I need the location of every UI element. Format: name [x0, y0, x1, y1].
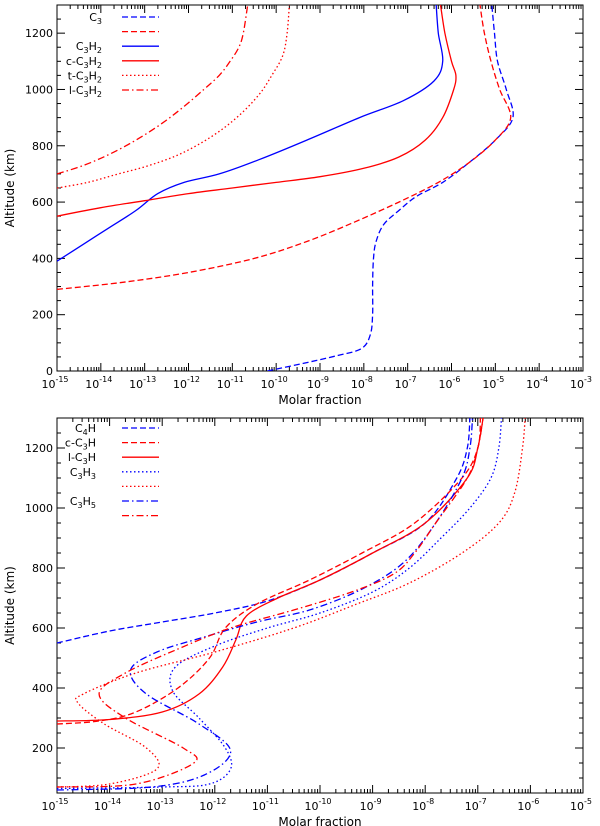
legend-label: l-C3H2: [69, 84, 102, 99]
x-tick-label: 10-13: [129, 375, 156, 391]
y-tick-label: 400: [32, 682, 53, 695]
x-tick-label: 10-15: [41, 375, 68, 391]
series-line-c3: [267, 5, 514, 371]
x-tick-label: 10-3: [570, 375, 592, 391]
x-tick-label: 10-7: [395, 375, 417, 391]
series-line-c-c3h: [57, 418, 482, 725]
series-line-c3h3: [57, 418, 503, 790]
x-tick-label: 10-5: [482, 375, 504, 391]
x-tick-label: 10-4: [526, 375, 548, 391]
x-tick-label: 10-15: [41, 797, 68, 813]
x-tick-label: 10-10: [261, 375, 288, 391]
series-line-t-c3h2: [57, 5, 290, 189]
x-tick-label: 10-11: [252, 797, 279, 813]
x-tick-label: 10-14: [94, 797, 121, 813]
x-tick-label: 10-12: [199, 797, 226, 813]
y-tick-label: 1000: [25, 502, 53, 515]
y-tick-label: 600: [32, 196, 53, 209]
bottom-chart: 10-15 10-14 10-13 10-12 10-11 10-10 10-9 10-8 10…: [3, 417, 592, 826]
legend-label: c-C3H: [65, 437, 96, 452]
legend-label: C3H5: [70, 495, 96, 510]
plot-frame: [56, 4, 584, 372]
y-tick-label: 1000: [25, 83, 53, 96]
x-tick-label: 10-11: [217, 375, 244, 391]
series-line-c4h: [57, 418, 471, 644]
series-line-c3h3-red-: [57, 418, 526, 788]
y-tick-label: 1200: [25, 442, 53, 455]
x-tick-label: 10-10: [304, 797, 331, 813]
x-tick-label: 10-8: [351, 375, 373, 391]
series-line-l-c3h: [57, 418, 484, 722]
y-tick-label: 200: [32, 309, 53, 322]
series-line-c-c3h2: [57, 5, 457, 217]
y-axis-title: Altitude (km): [3, 566, 17, 645]
y-tick-label: 0: [46, 365, 53, 378]
legend-label: C3H2: [76, 40, 102, 55]
x-tick-label: 10-9: [307, 375, 329, 391]
legend-label: t-C3H2: [68, 69, 102, 84]
series-line-l-c3h2: [57, 5, 249, 175]
x-tick-label: 10-6: [517, 797, 539, 813]
plot-frame: [56, 417, 584, 794]
x-tick-label: 10-9: [360, 797, 382, 813]
series-line-c3h2: [57, 5, 444, 262]
top-chart: 10-15 10-14 10-13 10-12 10-11 10-10 10-9 10-8 10…: [3, 4, 592, 407]
y-tick-label: 800: [32, 562, 53, 575]
x-tick-label: 10-8: [412, 797, 434, 813]
legend-label: l-C3H: [68, 451, 96, 466]
legend-label: C3H3: [70, 466, 96, 481]
x-axis-title: Molar fraction: [278, 393, 361, 407]
y-tick-label: 1200: [25, 27, 53, 40]
y-tick-label: 800: [32, 140, 53, 153]
y-tick-label: 600: [32, 622, 53, 635]
x-tick-label: 10-5: [570, 797, 592, 813]
x-tick-label: 10-14: [85, 375, 112, 391]
y-axis-title: Altitude (km): [3, 149, 17, 228]
x-axis-title: Molar fraction: [278, 815, 361, 826]
series-line-c3h5-red-: [57, 418, 484, 788]
legend-label: C3: [89, 11, 102, 26]
legend-label: c-C3H2: [66, 55, 102, 70]
y-tick-label: 400: [32, 252, 53, 265]
legend-label: C4H: [75, 422, 96, 437]
x-tick-label: 10-12: [173, 375, 200, 391]
x-tick-label: 10-7: [465, 797, 487, 813]
x-tick-label: 10-13: [147, 797, 174, 813]
series-line-c3-red-: [57, 5, 512, 291]
x-tick-label: 10-6: [439, 375, 461, 391]
series-line-c3h5: [57, 418, 474, 791]
y-tick-label: 200: [32, 742, 53, 755]
